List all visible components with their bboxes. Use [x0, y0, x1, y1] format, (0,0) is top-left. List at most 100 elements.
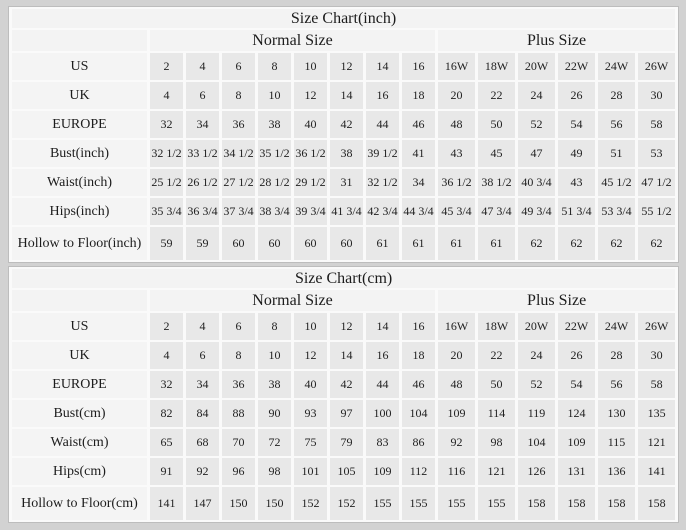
size-value-cell: 112: [402, 458, 435, 485]
size-value-cell: 36 3/4: [186, 198, 219, 225]
size-value-cell: 48: [438, 371, 475, 398]
size-value-cell: 34: [402, 169, 435, 196]
normal-size-header: Normal Size: [150, 290, 435, 311]
size-value-cell: 12: [294, 342, 327, 369]
size-value-cell: 44: [366, 371, 399, 398]
size-value-cell: 10: [258, 342, 291, 369]
size-value-cell: 20W: [518, 313, 555, 340]
table-row: Bust(cm) 82 84 88 90 93 97 100 104 109 114 119 124 13…: [12, 400, 676, 427]
size-value-cell: 40 3/4: [518, 169, 555, 196]
chart-title-row: Size Chart(cm): [12, 269, 676, 288]
size-value-cell: 24: [518, 82, 555, 109]
table-row: UK 4 6 8 10 12 14 16 18 20 22 24 26 28 30: [12, 342, 676, 369]
size-value-cell: 158: [638, 487, 676, 520]
size-value-cell: 42: [330, 371, 363, 398]
size-value-cell: 36 1/2: [294, 140, 327, 167]
size-value-cell: 12: [330, 313, 363, 340]
row-label: Hollow to Floor(inch): [12, 227, 147, 260]
table-row: Bust(inch) 32 1/2 33 1/2 34 1/2 35 1/2 36 1/2…: [12, 140, 676, 167]
size-value-cell: 53: [638, 140, 676, 167]
table-row: UK 4 6 8 10 12 14 16 18 20 22 24 26 28 30: [12, 82, 676, 109]
size-value-cell: 92: [186, 458, 219, 485]
size-value-cell: 16: [402, 313, 435, 340]
size-value-cell: 27 1/2: [222, 169, 255, 196]
size-value-cell: 75: [294, 429, 327, 456]
size-value-cell: 58: [638, 371, 676, 398]
size-value-cell: 105: [330, 458, 363, 485]
size-value-cell: 61: [478, 227, 515, 260]
size-value-cell: 28 1/2: [258, 169, 291, 196]
size-value-cell: 61: [438, 227, 475, 260]
size-value-cell: 6: [186, 82, 219, 109]
size-value-cell: 97: [330, 400, 363, 427]
size-value-cell: 42 3/4: [366, 198, 399, 225]
size-value-cell: 32 1/2: [150, 140, 183, 167]
size-value-cell: 29 1/2: [294, 169, 327, 196]
size-value-cell: 96: [222, 458, 255, 485]
size-value-cell: 20W: [518, 53, 555, 80]
size-value-cell: 91: [150, 458, 183, 485]
size-value-cell: 62: [638, 227, 676, 260]
size-value-cell: 37 3/4: [222, 198, 255, 225]
row-label: EUROPE: [12, 371, 147, 398]
size-value-cell: 54: [558, 111, 595, 138]
size-value-cell: 16: [402, 53, 435, 80]
size-value-cell: 52: [518, 111, 555, 138]
size-value-cell: 40: [294, 371, 327, 398]
size-value-cell: 28: [598, 342, 635, 369]
size-value-cell: 18W: [478, 313, 515, 340]
size-value-cell: 26W: [638, 53, 676, 80]
size-value-cell: 152: [330, 487, 363, 520]
size-value-cell: 104: [402, 400, 435, 427]
size-value-cell: 54: [558, 371, 595, 398]
size-value-cell: 10: [294, 313, 327, 340]
size-value-cell: 55 1/2: [638, 198, 676, 225]
table-row: Hollow to Floor(cm) 141 147 150 150 152 152 155…: [12, 487, 676, 520]
size-value-cell: 52: [518, 371, 555, 398]
size-value-cell: 51 3/4: [558, 198, 595, 225]
size-value-cell: 155: [438, 487, 475, 520]
size-value-cell: 90: [258, 400, 291, 427]
size-value-cell: 45 1/2: [598, 169, 635, 196]
chart-title: Size Chart(inch): [12, 9, 676, 28]
size-value-cell: 20: [438, 82, 475, 109]
size-value-cell: 115: [598, 429, 635, 456]
size-value-cell: 155: [366, 487, 399, 520]
row-label: Waist(inch): [12, 169, 147, 196]
row-label: Bust(cm): [12, 400, 147, 427]
size-value-cell: 109: [438, 400, 475, 427]
size-value-cell: 60: [294, 227, 327, 260]
chart-title: Size Chart(cm): [12, 269, 676, 288]
size-value-cell: 60: [330, 227, 363, 260]
size-value-cell: 109: [558, 429, 595, 456]
size-value-cell: 61: [402, 227, 435, 260]
size-value-cell: 38: [258, 371, 291, 398]
corner-cell: [12, 30, 147, 51]
size-value-cell: 36: [222, 371, 255, 398]
size-value-cell: 58: [638, 111, 676, 138]
size-value-cell: 14: [330, 342, 363, 369]
size-value-cell: 150: [258, 487, 291, 520]
size-value-cell: 152: [294, 487, 327, 520]
size-value-cell: 45 3/4: [438, 198, 475, 225]
size-value-cell: 22: [478, 342, 515, 369]
size-value-cell: 41: [402, 140, 435, 167]
size-value-cell: 38 1/2: [478, 169, 515, 196]
size-value-cell: 18W: [478, 53, 515, 80]
size-value-cell: 59: [150, 227, 183, 260]
table-row: Waist(inch) 25 1/2 26 1/2 27 1/2 28 1/2 29 1/…: [12, 169, 676, 196]
size-value-cell: 26: [558, 342, 595, 369]
table-row: Hips(cm) 91 92 96 98 101 105 109 112 116 121 126 131…: [12, 458, 676, 485]
row-label: US: [12, 53, 147, 80]
size-value-cell: 48: [438, 111, 475, 138]
size-value-cell: 61: [366, 227, 399, 260]
size-value-cell: 16: [366, 342, 399, 369]
size-value-cell: 86: [402, 429, 435, 456]
size-value-cell: 36: [222, 111, 255, 138]
size-value-cell: 24: [518, 342, 555, 369]
size-value-cell: 38 3/4: [258, 198, 291, 225]
size-value-cell: 155: [478, 487, 515, 520]
size-value-cell: 32 1/2: [366, 169, 399, 196]
size-value-cell: 93: [294, 400, 327, 427]
size-value-cell: 6: [222, 313, 255, 340]
